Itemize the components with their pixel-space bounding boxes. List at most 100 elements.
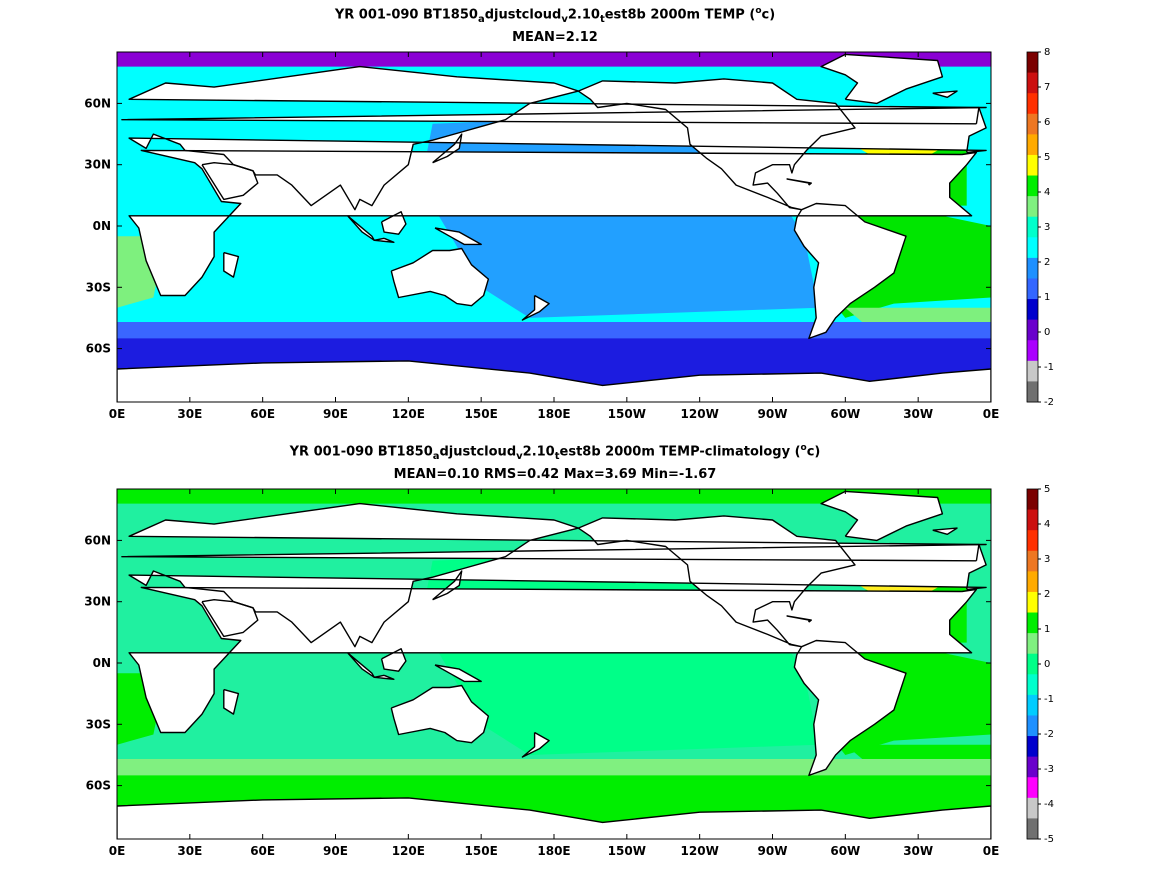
- title-text: YR 001-090 BT1850: [334, 7, 478, 23]
- colorbar-segment: [1027, 591, 1038, 614]
- land-uk: [121, 544, 987, 561]
- y-tick-label: 30S: [86, 717, 111, 731]
- coast-caribbean: [786, 178, 812, 186]
- x-tick-label: 150E: [465, 844, 498, 858]
- x-tick-label: 150E: [465, 407, 498, 421]
- land-samerica: [794, 203, 906, 339]
- colorbar-segment: [1027, 777, 1038, 799]
- coast-borneo: [380, 648, 407, 672]
- title-sub: t: [599, 13, 605, 25]
- land-iceland: [932, 91, 957, 98]
- title-text: c): [761, 7, 776, 23]
- x-tick-label: 60W: [830, 844, 860, 858]
- land-newzealand: [522, 732, 550, 757]
- coast-eurasia: [128, 502, 987, 648]
- title-text: djustcloud: [484, 7, 562, 23]
- panel2-stats: MEAN=0.10 RMS=0.42 Max=3.69 Min=-1.67: [393, 467, 717, 482]
- coast-newguinea: [434, 227, 482, 246]
- title-sub: t: [554, 450, 560, 462]
- colorbar-tick-label: 2: [1044, 589, 1050, 600]
- coast-borneo: [380, 211, 407, 235]
- colorbar-tick-label: 3: [1044, 222, 1050, 233]
- coast-greenland: [820, 490, 944, 542]
- x-tick-label: 0E: [109, 407, 126, 421]
- land-borneo: [381, 648, 406, 672]
- colorbar-segment: [1027, 175, 1038, 197]
- colorbar-segment: [1027, 72, 1038, 94]
- y-tick-label: 30N: [84, 158, 111, 172]
- colorbar-tick-label: 0: [1044, 327, 1050, 338]
- colorbar-segment: [1027, 134, 1038, 156]
- colorbar-tick-label: -2: [1044, 397, 1054, 408]
- panel2-title: YR 001-090 BT1850adjustcloudv2.10test8b …: [0, 443, 1110, 462]
- title-text: c): [806, 444, 821, 460]
- y-tick-label: 30N: [84, 595, 111, 609]
- colorbar-segment: [1027, 797, 1038, 819]
- land-australia: [391, 248, 489, 306]
- colorbar-segment: [1027, 818, 1038, 840]
- colorbar-tick-label: 2: [1044, 257, 1050, 268]
- colorbar-tick-label: -4: [1044, 799, 1054, 810]
- colorbar-tick-label: 0: [1044, 659, 1050, 670]
- coast-newguinea: [434, 664, 482, 683]
- title-text: est8b 2000m TEMP (: [604, 7, 756, 23]
- x-tick-label: 0E: [983, 407, 1000, 421]
- colorbar-tick-label: 7: [1044, 82, 1050, 93]
- map-panel-2: 0E 30E 60E 90E 120E 150E 180E 150W 120W 90W 60W 30W…: [84, 484, 1054, 858]
- title-text: 2.10: [522, 444, 555, 460]
- land-antarctica: [117, 360, 991, 402]
- x-tick-label: 30W: [903, 844, 933, 858]
- colorbar-tick-label: 8: [1044, 47, 1050, 58]
- colorbar: 5 4 3 2 1 0 -1 -2 -3 -4 -5: [1026, 484, 1054, 845]
- colorbar-segment: [1027, 530, 1038, 552]
- coast-arabia: [201, 599, 259, 638]
- coast-africa: [128, 149, 978, 297]
- colorbar-segment: [1027, 237, 1038, 259]
- coast-antarctica: [117, 360, 991, 402]
- y-tick-label: 0N: [93, 219, 111, 233]
- land-antarctica: [117, 797, 991, 839]
- land-eurasia: [129, 503, 987, 647]
- colorbar-segment: [1027, 715, 1038, 737]
- x-tick-label: 120E: [392, 407, 425, 421]
- x-tick-label: 90W: [758, 407, 788, 421]
- coast-iceland: [932, 90, 958, 98]
- x-tick-label: 120W: [681, 844, 719, 858]
- land-japan: [432, 134, 462, 163]
- x-tick-label: 180E: [537, 407, 570, 421]
- coast-uk: [121, 543, 987, 562]
- title-sup: o: [800, 443, 807, 453]
- colorbar-segment: [1027, 93, 1038, 115]
- panel1-title: YR 001-090 BT1850adjustcloudv2.10test8b …: [0, 6, 1110, 25]
- y-tick-label: 60N: [84, 533, 111, 547]
- map-field: [117, 52, 991, 402]
- colorbar-tick-label: -1: [1044, 694, 1054, 705]
- title-text: YR 001-090 BT1850: [289, 444, 433, 460]
- y-tick-label: 60S: [86, 779, 111, 793]
- coast-africa: [128, 586, 978, 734]
- land-australia: [391, 685, 489, 743]
- title-sup: o: [755, 6, 762, 16]
- colorbar-segment: [1027, 694, 1038, 716]
- colorbar-segment: [1027, 550, 1038, 572]
- colorbar-tick-label: 5: [1044, 152, 1050, 163]
- colorbar-segment: [1027, 257, 1038, 279]
- coast-australia: [390, 247, 490, 307]
- colorbar-segment: [1027, 736, 1038, 758]
- coast-samerica: [793, 202, 907, 340]
- colorbar-segment: [1027, 196, 1038, 218]
- colorbar-segment: [1027, 278, 1038, 300]
- x-tick-label: 30W: [903, 407, 933, 421]
- x-tick-label: 60E: [250, 844, 275, 858]
- colorbar-segment: [1027, 571, 1038, 593]
- colorbar-segment: [1027, 381, 1038, 403]
- colorbar: 8 7 6 5 4 3 2 1 0 -1 -2: [1026, 47, 1054, 408]
- y-tick-label: 60S: [86, 342, 111, 356]
- x-tick-label: 60W: [830, 407, 860, 421]
- title-sub: a: [477, 13, 485, 25]
- map-field: [117, 489, 991, 839]
- x-tick-label: 0E: [109, 844, 126, 858]
- title-text: 2.10: [567, 7, 600, 23]
- coast-indonesia2: [373, 237, 395, 243]
- land-arabia: [202, 162, 258, 200]
